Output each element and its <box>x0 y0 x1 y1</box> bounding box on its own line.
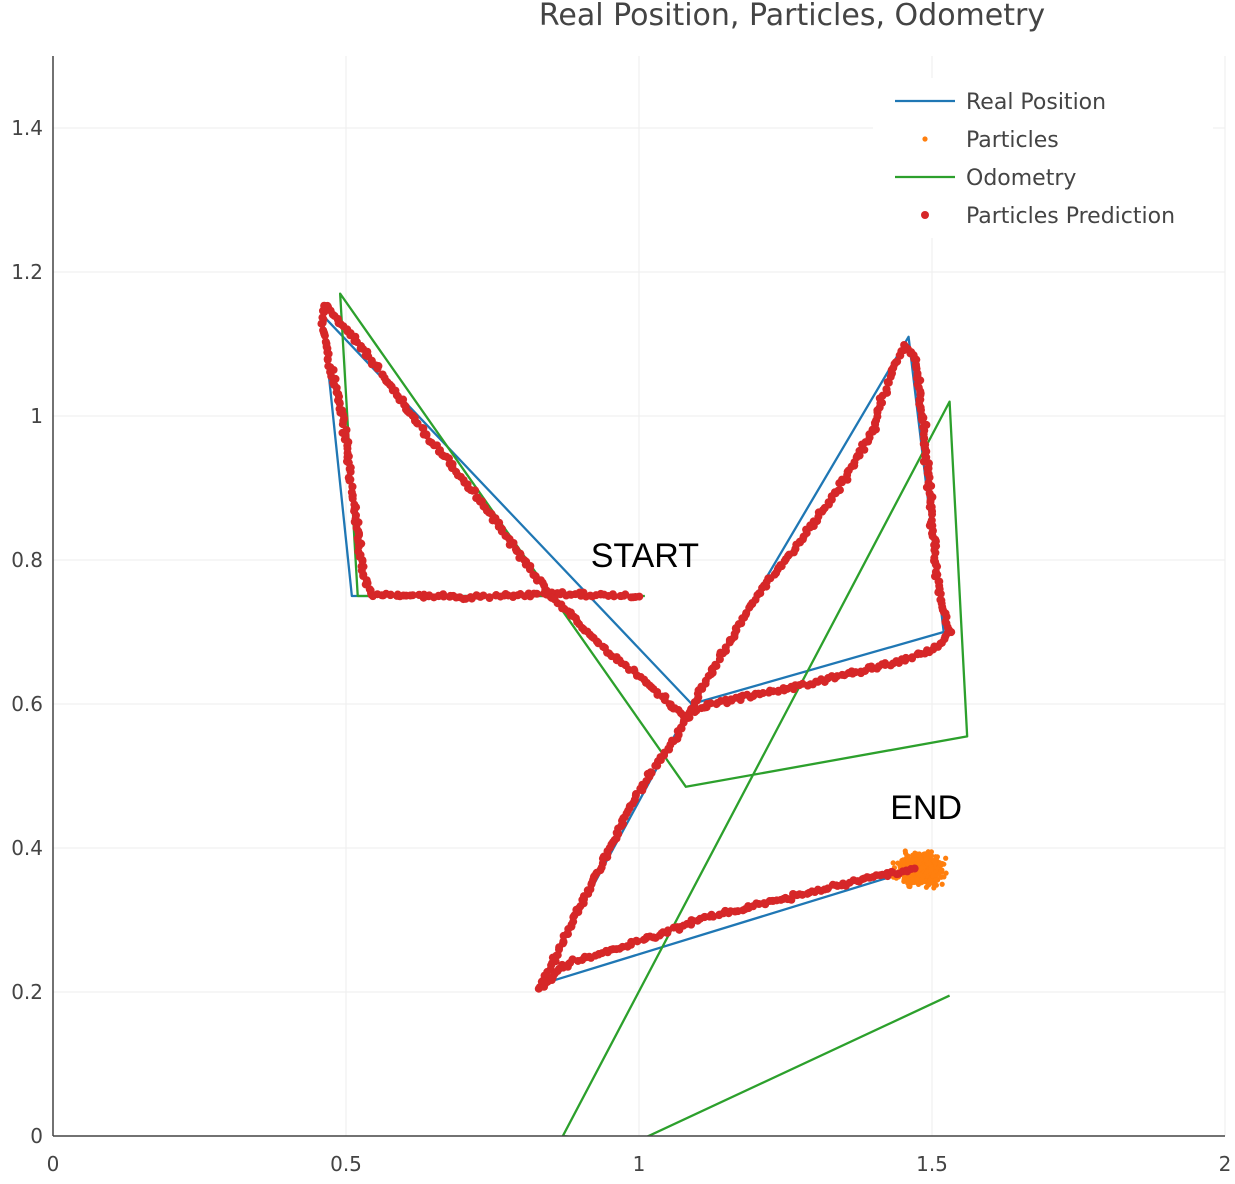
prediction-point <box>324 362 333 371</box>
particle-point <box>941 874 947 880</box>
legend-item[interactable]: Particles <box>922 128 1059 153</box>
prediction-point <box>638 786 647 795</box>
particle-point <box>890 860 896 866</box>
prediction-point <box>864 437 873 446</box>
particle-point <box>917 872 923 878</box>
x-tick-label: 2 <box>1219 1152 1232 1176</box>
particle-point <box>930 881 936 887</box>
legend-item[interactable]: Real Position <box>895 90 1106 115</box>
prediction-point <box>373 364 382 373</box>
annotations: START END <box>591 537 962 827</box>
legend-box <box>873 78 1213 238</box>
particle-point <box>933 877 939 883</box>
particle-point <box>926 882 932 888</box>
prediction-point <box>927 516 936 525</box>
particle-point <box>926 860 932 866</box>
prediction-point <box>925 489 934 498</box>
prediction-point <box>471 486 480 495</box>
prediction-point <box>516 590 525 599</box>
particle-point <box>943 855 949 861</box>
legend-swatch-marker <box>922 136 928 142</box>
prediction-point <box>921 440 930 449</box>
particle-point <box>939 881 945 887</box>
particle-point <box>937 861 943 868</box>
axes: 0 0.5 1 1.5 2 0 0.2 0.4 0.6 0.8 1 1.2 1.4 <box>11 56 1231 1176</box>
prediction-point <box>509 538 518 547</box>
particle-point <box>924 868 930 875</box>
prediction-point <box>884 378 893 387</box>
x-tick-label: 1 <box>633 1152 646 1176</box>
prediction-point <box>422 431 431 440</box>
legend-item[interactable]: Odometry <box>895 166 1076 191</box>
legend-label: Real Position <box>966 90 1106 115</box>
prediction-point <box>824 498 833 507</box>
particle-point <box>916 860 922 866</box>
prediction-point <box>633 937 642 946</box>
prediction-point <box>516 550 525 559</box>
legend-item[interactable]: Particles Prediction <box>921 204 1175 229</box>
prediction-point <box>393 591 402 600</box>
x-tick-label: 1.5 <box>916 1152 948 1176</box>
prediction-point <box>342 425 351 434</box>
legend-swatch-marker <box>921 211 929 219</box>
prediction-point <box>835 479 844 488</box>
y-tick-label: 0.4 <box>11 836 43 860</box>
prediction-point <box>559 931 568 940</box>
particle-point <box>905 878 912 884</box>
particle-point <box>930 873 936 879</box>
y-tick-label: 0.8 <box>11 548 43 572</box>
prediction-point <box>616 592 625 601</box>
legend[interactable]: Real Position Particles Odometry Particles … <box>873 78 1213 238</box>
legend-label: Particles Prediction <box>966 204 1175 229</box>
prediction-point <box>651 761 660 770</box>
annotation-label: START <box>591 537 699 575</box>
particle-point <box>931 858 938 865</box>
y-tick-label: 0.6 <box>11 692 43 716</box>
prediction-point <box>937 596 946 605</box>
y-tick-label: 0.2 <box>11 980 43 1004</box>
prediction-point <box>491 591 500 600</box>
prediction-point <box>715 655 724 664</box>
prediction-point <box>419 424 428 433</box>
prediction-point <box>485 593 494 602</box>
y-tick-label: 1.4 <box>11 116 43 140</box>
prediction-point <box>759 689 768 698</box>
y-tick-label: 1.2 <box>11 260 43 284</box>
x-tick-label: 0.5 <box>330 1152 362 1176</box>
legend-label: Particles <box>966 128 1059 153</box>
prediction-point <box>319 326 328 335</box>
x-tick-label: 0 <box>47 1152 60 1176</box>
particle-point <box>918 865 925 871</box>
prediction-point <box>445 592 454 601</box>
series-markers-3 <box>317 301 956 993</box>
y-tick-label: 1 <box>30 404 43 428</box>
prediction-point <box>348 482 357 491</box>
chart-title: Real Position, Particles, Odometry <box>539 0 1045 33</box>
legend-label: Odometry <box>966 166 1076 191</box>
prediction-point <box>910 864 919 873</box>
annotation-label: END <box>890 789 962 827</box>
series-markers-1 <box>890 848 949 891</box>
particle-point <box>902 848 908 854</box>
y-tick-label: 0 <box>30 1124 43 1148</box>
prediction-point <box>415 590 424 599</box>
prediction-point <box>895 351 904 360</box>
particle-point <box>927 877 933 883</box>
prediction-point <box>321 337 330 346</box>
particle-point <box>928 852 934 859</box>
prediction-point <box>901 656 910 665</box>
plot-area <box>317 292 969 1136</box>
